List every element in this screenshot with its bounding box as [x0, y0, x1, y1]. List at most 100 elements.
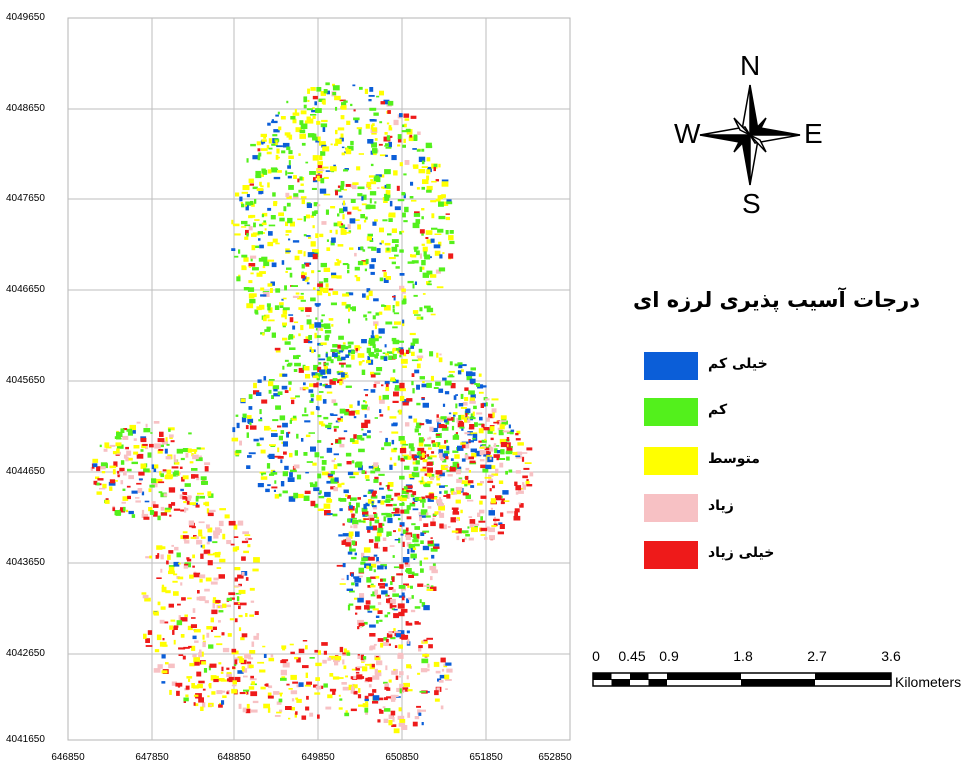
building-footprint	[423, 523, 429, 527]
building-footprint	[310, 393, 315, 398]
building-footprint	[307, 99, 310, 102]
building-footprint	[259, 669, 266, 673]
building-footprint	[340, 363, 344, 368]
building-footprint	[458, 364, 463, 369]
building-footprint	[427, 663, 430, 668]
building-footprint	[398, 644, 403, 649]
building-footprint	[341, 152, 345, 156]
building-footprint	[430, 476, 434, 481]
building-footprint	[393, 170, 398, 176]
building-footprint	[385, 353, 389, 356]
building-footprint	[188, 432, 192, 435]
building-footprint	[400, 509, 406, 514]
building-footprint	[333, 222, 340, 227]
building-footprint	[345, 184, 351, 187]
building-footprint	[416, 355, 424, 359]
building-footprint	[204, 462, 211, 466]
building-footprint	[440, 416, 447, 420]
building-footprint	[226, 673, 233, 678]
building-footprint	[204, 588, 210, 592]
building-footprint	[160, 506, 165, 511]
building-footprint	[351, 668, 357, 671]
building-footprint	[170, 440, 175, 443]
building-footprint	[460, 509, 463, 514]
building-footprint	[242, 668, 248, 673]
building-footprint	[369, 198, 372, 204]
building-footprint	[290, 397, 296, 399]
building-footprint	[346, 120, 351, 125]
building-footprint	[424, 483, 431, 488]
building-footprint	[214, 552, 221, 558]
building-footprint	[316, 382, 319, 386]
building-footprint	[248, 280, 253, 284]
building-footprint	[406, 516, 412, 520]
building-footprint	[404, 509, 410, 514]
building-footprint	[433, 543, 440, 547]
building-footprint	[467, 482, 471, 486]
building-footprint	[169, 434, 174, 438]
building-footprint	[503, 500, 510, 502]
building-footprint	[127, 430, 133, 436]
building-footprint	[523, 467, 530, 470]
building-footprint	[166, 560, 169, 565]
building-footprint	[123, 471, 127, 476]
building-footprint	[234, 664, 237, 666]
building-footprint	[422, 466, 428, 470]
building-footprint	[109, 465, 117, 469]
building-footprint	[277, 156, 280, 159]
building-footprint	[315, 406, 319, 410]
building-footprint	[112, 451, 117, 455]
building-footprint	[169, 514, 172, 517]
building-footprint	[439, 353, 442, 356]
building-footprint	[413, 164, 419, 169]
building-footprint	[309, 346, 312, 351]
building-footprint	[368, 354, 376, 357]
building-footprint	[235, 414, 239, 417]
building-footprint	[206, 524, 210, 529]
building-footprint	[205, 577, 212, 582]
building-footprint	[313, 364, 318, 371]
building-footprint	[335, 138, 342, 145]
building-footprint	[325, 424, 332, 428]
building-footprint	[425, 237, 429, 239]
building-footprint	[378, 522, 383, 529]
building-footprint	[391, 608, 396, 611]
building-footprint	[305, 471, 309, 474]
building-footprint	[182, 475, 189, 480]
building-footprint	[469, 378, 476, 384]
building-footprint	[317, 165, 323, 168]
building-footprint	[235, 192, 240, 197]
building-footprint	[136, 421, 141, 424]
building-footprint	[287, 172, 294, 174]
building-footprint	[378, 328, 385, 334]
building-footprint	[412, 491, 417, 496]
building-footprint	[285, 250, 291, 253]
building-footprint	[382, 270, 387, 272]
legend-label: متوسط	[708, 451, 760, 467]
building-footprint	[112, 507, 116, 512]
building-footprint	[336, 275, 342, 279]
building-footprint	[218, 704, 223, 708]
building-footprint	[263, 653, 267, 658]
building-footprint	[426, 637, 433, 640]
building-footprint	[275, 114, 279, 117]
building-footprint	[246, 703, 250, 709]
building-footprint	[275, 242, 280, 245]
building-footprint	[388, 218, 393, 222]
building-footprint	[423, 557, 429, 560]
building-footprint	[252, 186, 258, 190]
building-footprint	[416, 705, 421, 708]
building-footprint	[297, 178, 300, 183]
building-footprint	[421, 243, 425, 246]
building-footprint	[353, 675, 358, 680]
building-footprint	[365, 258, 369, 264]
building-footprint	[238, 605, 241, 610]
building-footprint	[359, 86, 363, 90]
building-footprint	[427, 497, 434, 502]
building-footprint	[143, 468, 150, 473]
building-footprint	[374, 668, 378, 674]
building-footprint	[393, 119, 399, 126]
building-footprint	[287, 431, 291, 434]
building-footprint	[302, 665, 309, 669]
building-footprint	[357, 694, 362, 699]
